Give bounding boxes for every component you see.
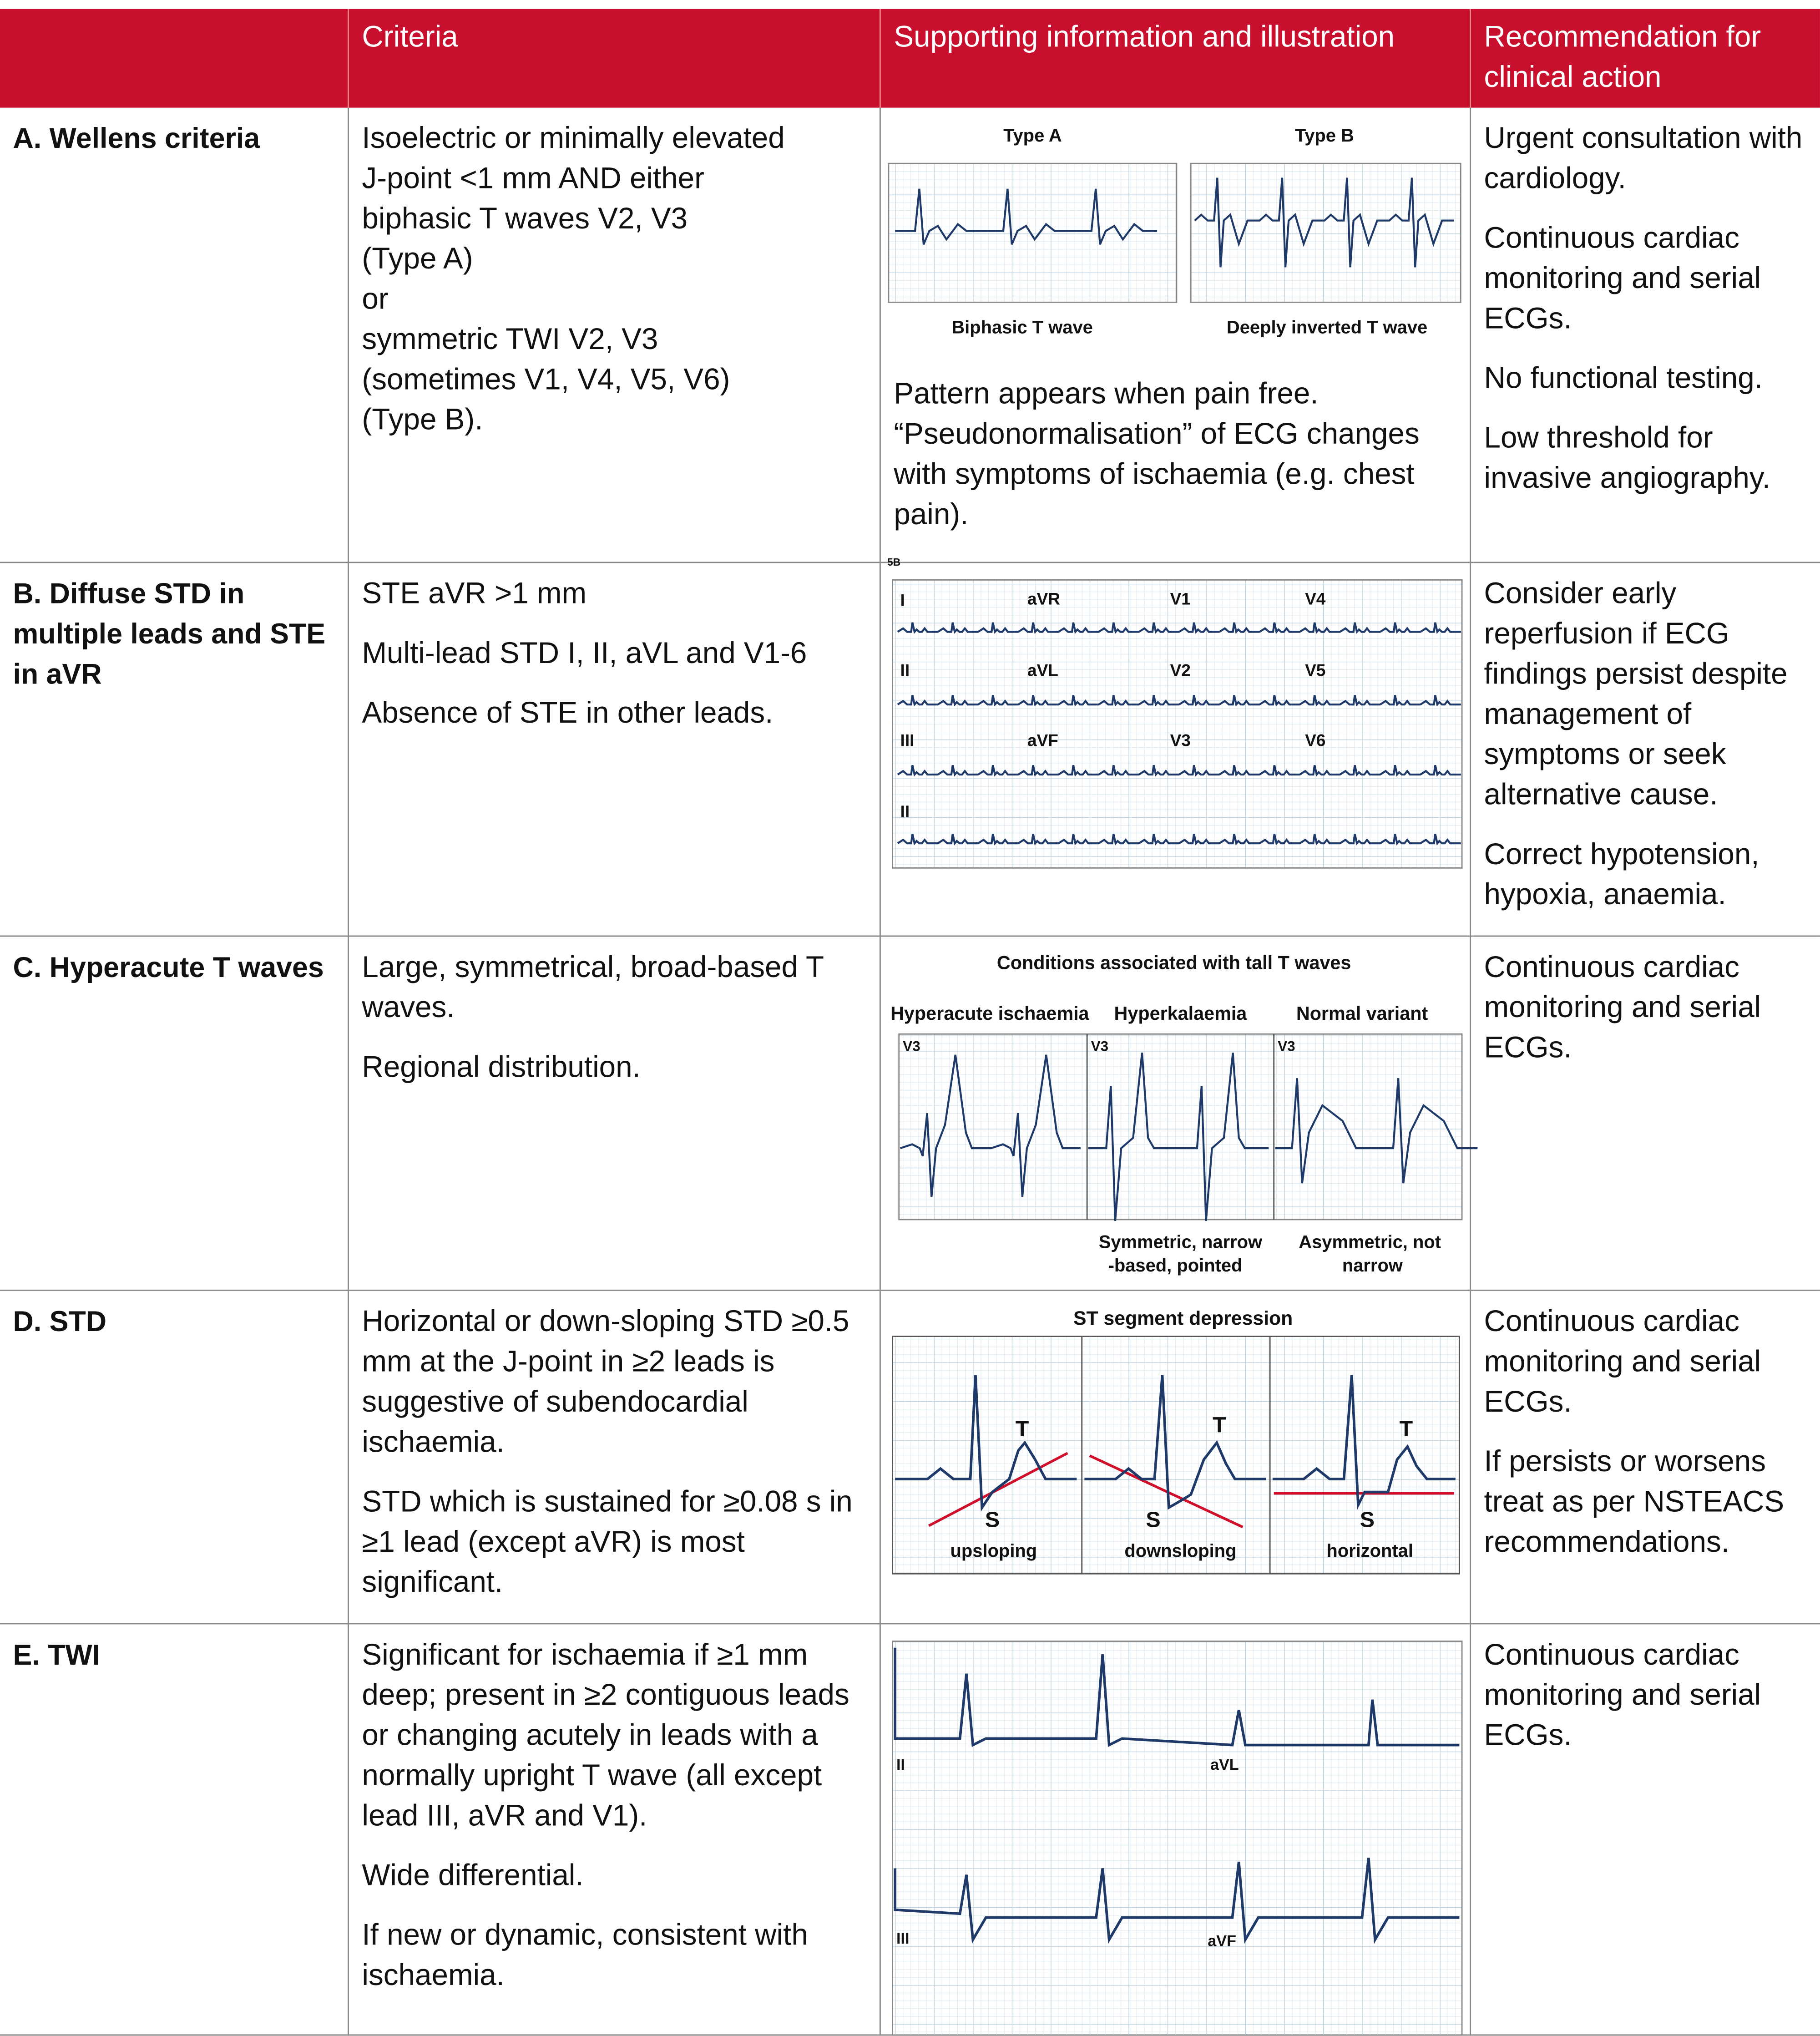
label: V2: [1170, 660, 1191, 679]
label: II: [900, 660, 910, 679]
label: ST segment depression: [1073, 1307, 1293, 1329]
label: V4: [1305, 589, 1326, 608]
label: V3: [903, 1038, 920, 1054]
label: V3: [1170, 730, 1191, 750]
label: aVF: [1027, 730, 1058, 750]
label: II: [896, 1756, 905, 1773]
label: upsloping: [950, 1541, 1037, 1561]
label: T: [1213, 1413, 1226, 1438]
label: aVL: [1027, 660, 1058, 679]
label: Type A: [1003, 126, 1062, 146]
label: Type B: [1295, 126, 1354, 146]
label: aVR: [1027, 589, 1060, 608]
ecg-box: [1191, 163, 1461, 302]
ecg-box: [892, 1337, 1459, 1574]
illustrations: Type A Type B Biphasic T wave Deeply inv…: [0, 0, 1820, 2036]
label: S: [985, 1508, 1000, 1532]
label: V5: [1305, 660, 1325, 679]
label: T: [1016, 1417, 1029, 1441]
label: I: [900, 590, 905, 609]
label: -based, pointed: [1108, 1256, 1243, 1276]
ecg-box: [892, 580, 1462, 868]
label: III: [900, 730, 915, 750]
label: S: [1146, 1508, 1160, 1532]
page: Criteria Supporting information and illu…: [0, 0, 1820, 2036]
label: narrow: [1342, 1256, 1403, 1276]
label: Deeply inverted T wave: [1227, 318, 1427, 338]
label: II: [900, 802, 910, 821]
label: III: [896, 1930, 910, 1947]
label: S: [1360, 1508, 1375, 1532]
label: Conditions associated with tall T waves: [997, 952, 1351, 973]
label: Symmetric, narrow: [1099, 1232, 1263, 1252]
label: aVF: [1208, 1933, 1236, 1950]
label: V6: [1305, 730, 1325, 750]
label: Normal variant: [1296, 1003, 1428, 1024]
label: horizontal: [1326, 1541, 1413, 1561]
label: downsloping: [1124, 1541, 1236, 1561]
label: V3: [1091, 1038, 1108, 1054]
table: Criteria Supporting information and illu…: [0, 0, 1820, 2036]
label: Hyperacute ischaemia: [890, 1003, 1089, 1024]
label: 5B: [887, 556, 900, 568]
label: Asymmetric, not: [1299, 1232, 1441, 1252]
ecg-box: [892, 1641, 1462, 2036]
label: Hyperkalaemia: [1114, 1003, 1248, 1024]
label: T: [1400, 1417, 1413, 1441]
ecg-box: [889, 163, 1177, 302]
label: V1: [1170, 589, 1191, 608]
label: V3: [1278, 1038, 1295, 1054]
label: Biphasic T wave: [951, 318, 1093, 338]
label: aVL: [1210, 1756, 1239, 1773]
ecg-box: [899, 1034, 1462, 1220]
